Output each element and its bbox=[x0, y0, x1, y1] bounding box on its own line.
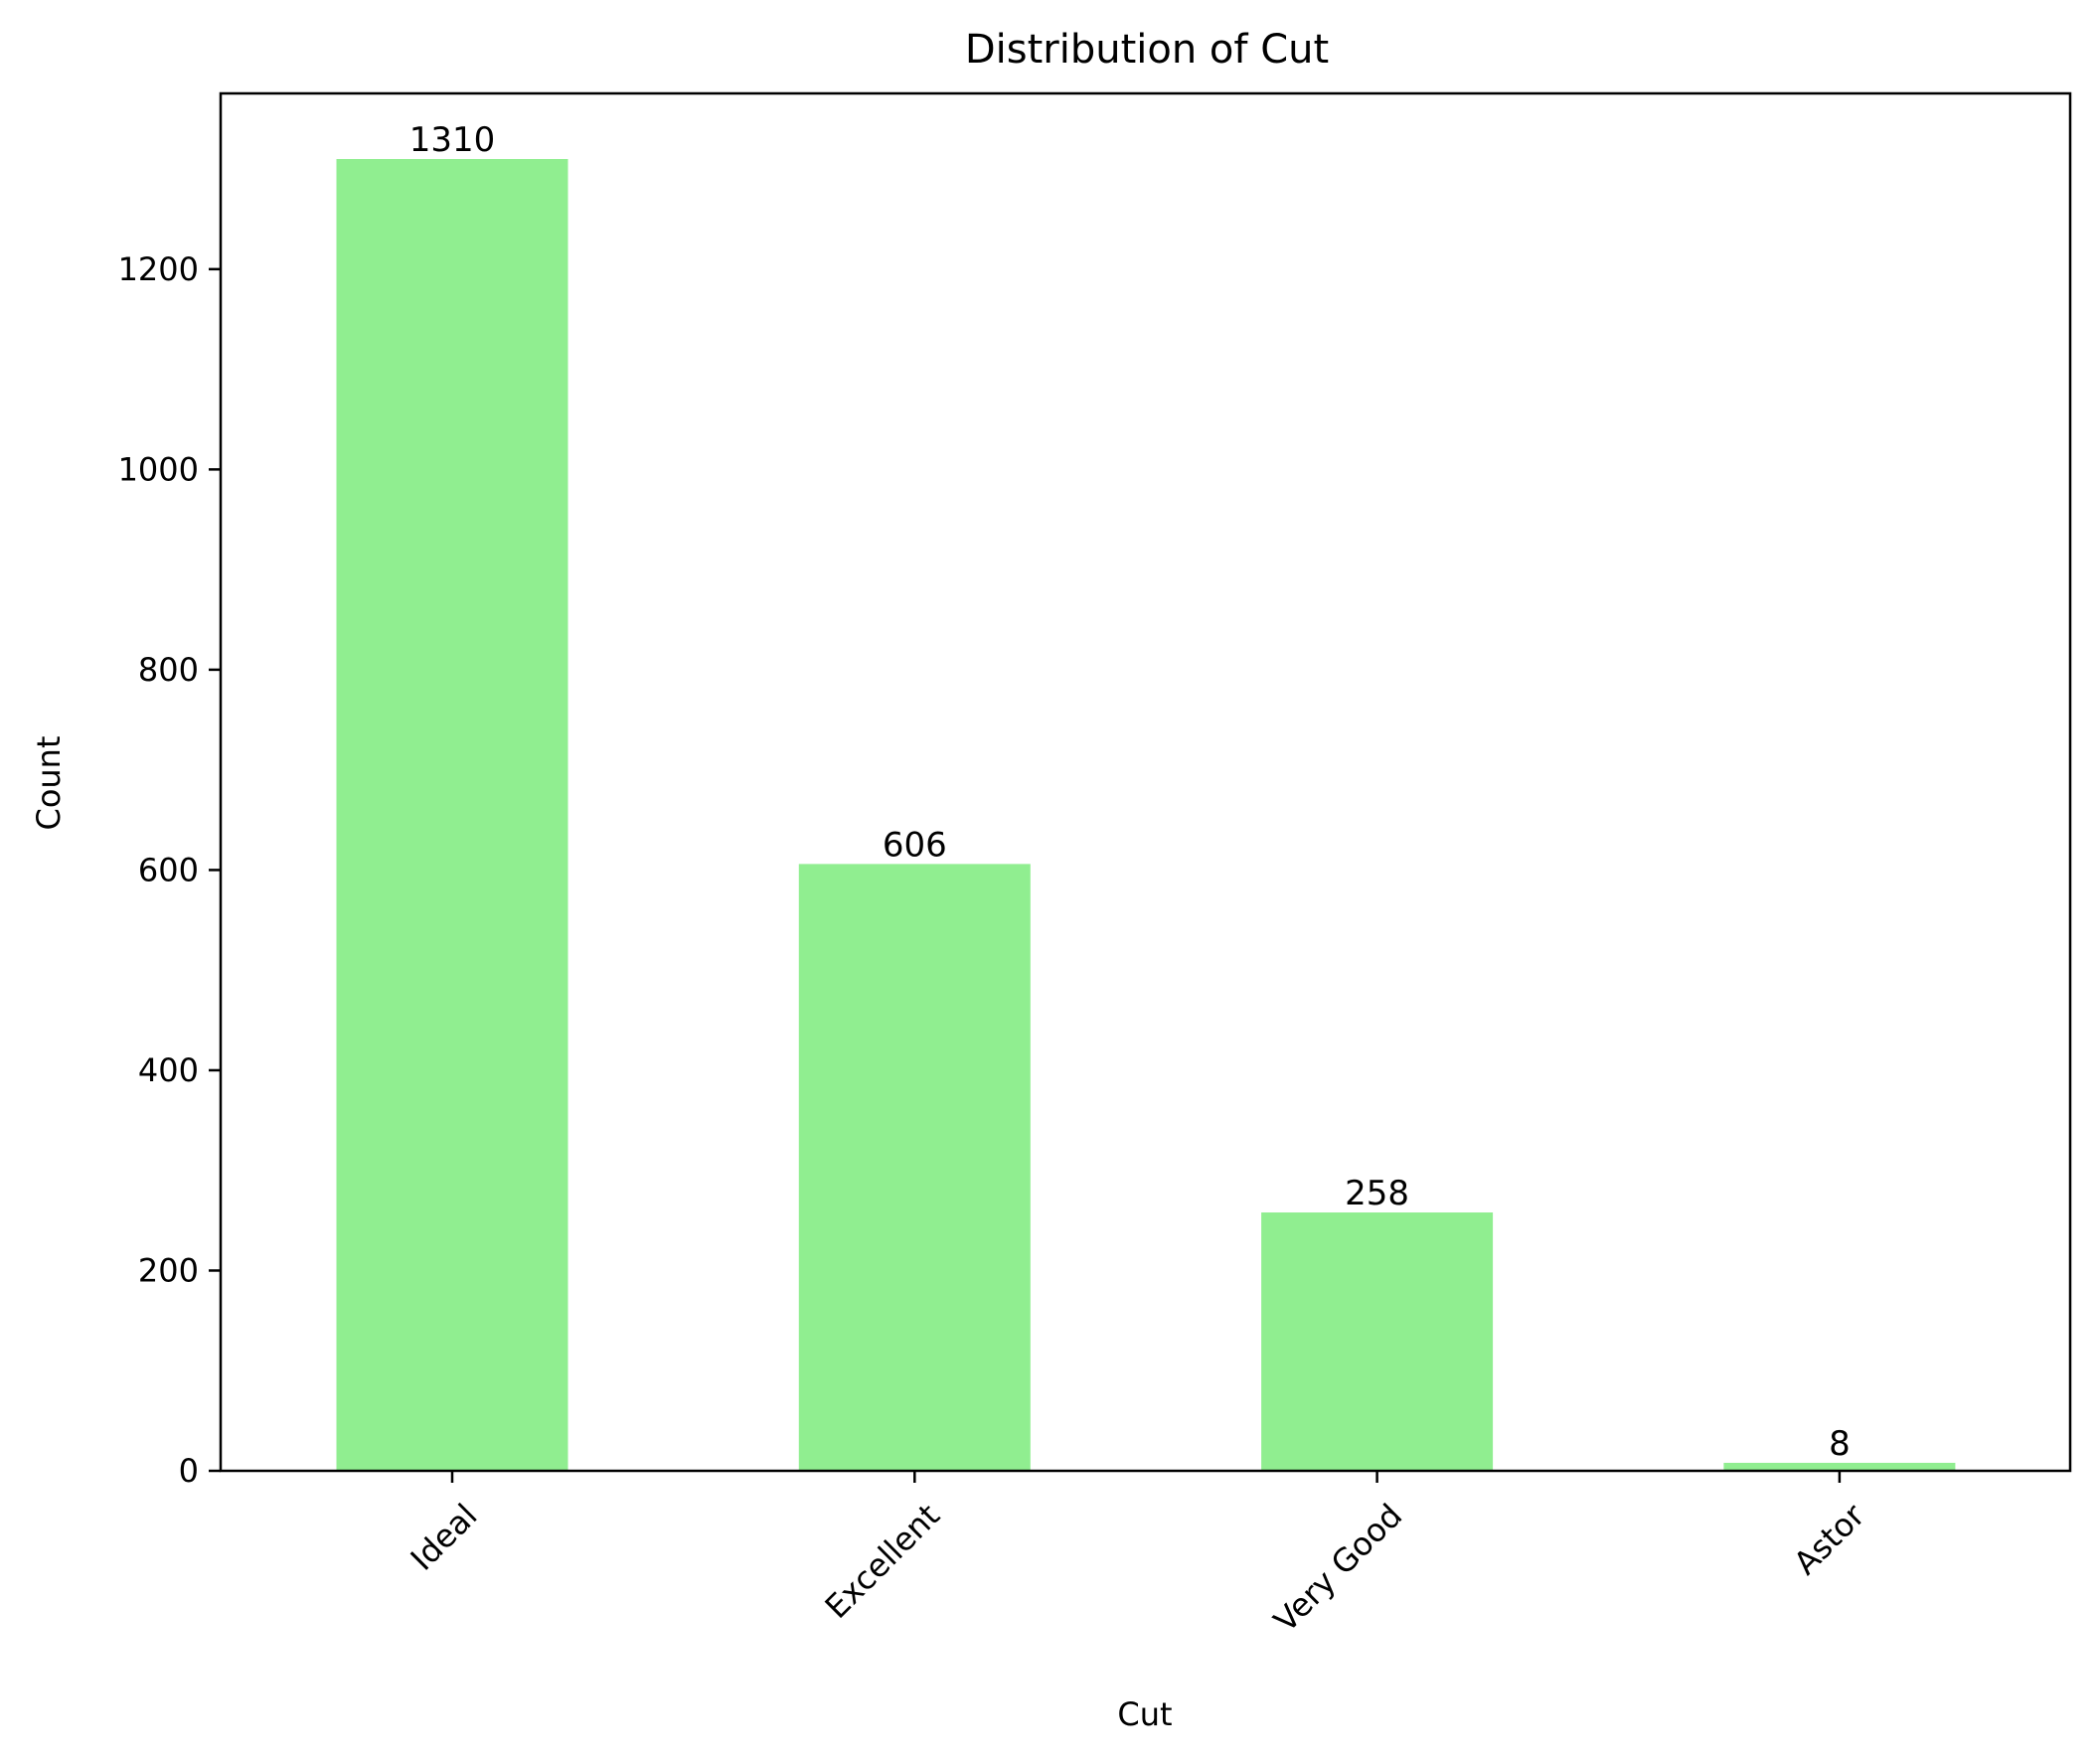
x-axis-label: Cut bbox=[1117, 1695, 1172, 1733]
plot-frame bbox=[219, 91, 2072, 1473]
data-label-astor: 8 bbox=[1829, 1424, 1851, 1464]
y-tick-label-1200: 1200 bbox=[118, 250, 199, 288]
data-label-very-good: 258 bbox=[1345, 1174, 1409, 1213]
data-labels-group: 1310 606 258 8 bbox=[409, 120, 1851, 1464]
bars-group bbox=[336, 159, 1956, 1471]
bar-excellent bbox=[798, 864, 1031, 1471]
y-axis-label: Count bbox=[30, 735, 68, 830]
bar-ideal bbox=[336, 159, 568, 1471]
data-label-excellent: 606 bbox=[883, 825, 947, 865]
y-tick-label-1000: 1000 bbox=[118, 450, 199, 488]
y-tick-label-200: 200 bbox=[138, 1251, 199, 1289]
y-tick-label-0: 0 bbox=[179, 1452, 199, 1490]
bar-very-good bbox=[1261, 1212, 1494, 1471]
y-tick-label-400: 400 bbox=[138, 1051, 199, 1089]
y-axis: 0 200 400 600 800 1000 1200 bbox=[118, 250, 221, 1490]
data-label-ideal: 1310 bbox=[409, 120, 496, 160]
y-tick-label-600: 600 bbox=[138, 851, 199, 888]
chart-title: Distribution of Cut bbox=[965, 27, 1329, 73]
bar-astor bbox=[1723, 1462, 1956, 1471]
y-tick-label-800: 800 bbox=[138, 651, 199, 689]
